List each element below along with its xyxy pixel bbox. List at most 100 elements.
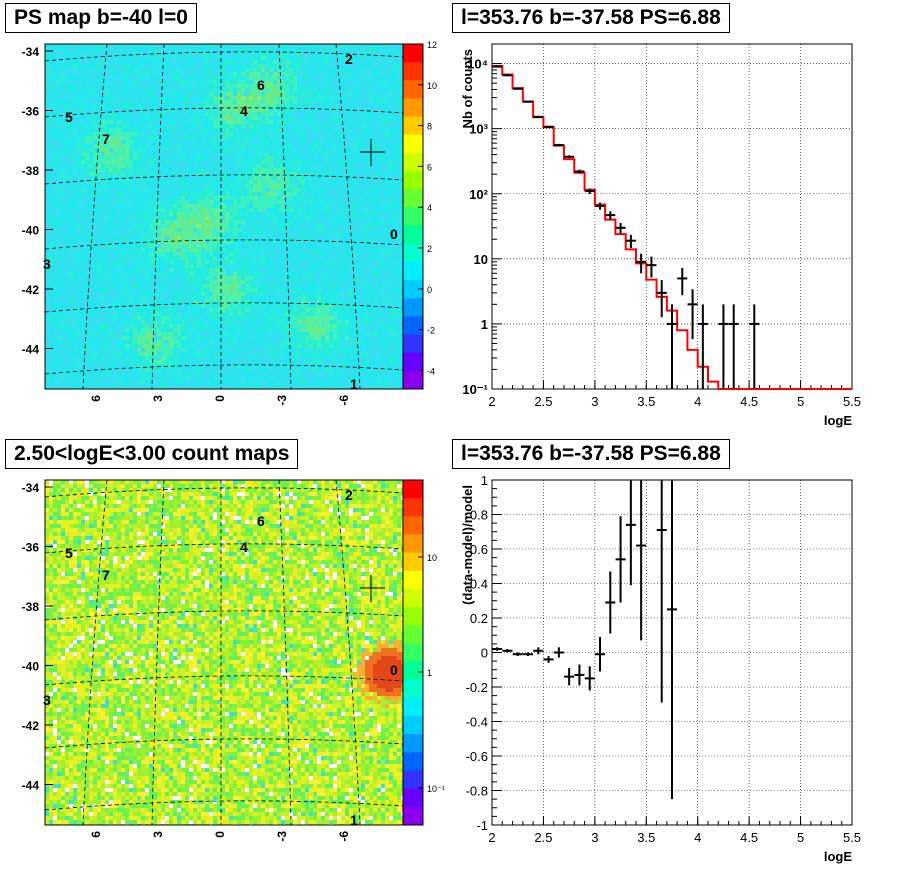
- map-pixel: [393, 116, 397, 120]
- map-pixel: [69, 188, 73, 192]
- map-pixel: [113, 104, 117, 108]
- map-pixel: [249, 88, 253, 92]
- map-pixel: [233, 208, 237, 212]
- map-pixel: [273, 228, 277, 232]
- map-pixel: [389, 88, 393, 92]
- map-pixel: [145, 44, 149, 48]
- map-pixel: [53, 88, 57, 92]
- map-pixel: [85, 84, 89, 88]
- map-pixel: [333, 100, 337, 104]
- map-pixel: [77, 108, 81, 112]
- map-pixel: [253, 180, 257, 184]
- map-pixel: [297, 252, 301, 256]
- map-pixel: [141, 84, 145, 88]
- map-pixel: [201, 224, 205, 228]
- map-pixel: [105, 92, 109, 96]
- map-pixel: [53, 152, 57, 156]
- map-pixel: [49, 236, 53, 240]
- map-pixel: [257, 208, 261, 212]
- map-pixel: [121, 248, 125, 252]
- map-pixel: [129, 204, 133, 208]
- map-pixel: [137, 64, 141, 68]
- map-pixel: [309, 212, 313, 216]
- map-pixel: [301, 224, 305, 228]
- map-pixel: [253, 176, 257, 180]
- map-pixel: [349, 44, 353, 48]
- map-pixel: [185, 136, 189, 140]
- map-pixel: [397, 192, 401, 196]
- map-pixel: [189, 72, 193, 76]
- map-pixel: [73, 120, 77, 124]
- map-pixel: [313, 180, 317, 184]
- map-pixel: [105, 196, 109, 200]
- map-pixel: [337, 244, 341, 248]
- map-pixel: [305, 140, 309, 144]
- map-pixel: [381, 68, 385, 72]
- map-pixel: [49, 176, 53, 180]
- map-pixel: [397, 84, 401, 88]
- map-pixel: [149, 84, 153, 88]
- map-pixel: [197, 252, 201, 256]
- map-pixel: [321, 188, 325, 192]
- map-pixel: [385, 168, 389, 172]
- map-pixel: [153, 76, 157, 80]
- map-pixel: [313, 112, 317, 116]
- map-pixel: [365, 88, 369, 92]
- map-pixel: [53, 204, 57, 208]
- map-pixel: [125, 84, 129, 88]
- map-pixel: [373, 56, 377, 60]
- map-pixel: [109, 148, 113, 152]
- map-pixel: [149, 164, 153, 168]
- map-pixel: [349, 76, 353, 80]
- map-pixel: [249, 104, 253, 108]
- map-pixel: [69, 128, 73, 132]
- map-pixel: [353, 48, 357, 52]
- map-pixel: [137, 144, 141, 148]
- map-pixel: [293, 48, 297, 52]
- map-pixel: [353, 64, 357, 68]
- map-pixel: [305, 232, 309, 236]
- map-pixel: [133, 96, 137, 100]
- map-pixel: [321, 184, 325, 188]
- map-pixel: [345, 80, 349, 84]
- map-pixel: [353, 112, 357, 116]
- map-pixel: [109, 184, 113, 188]
- map-pixel: [133, 244, 137, 248]
- map-pixel: [301, 248, 305, 252]
- map-pixel: [217, 160, 221, 164]
- map-pixel: [157, 112, 161, 116]
- map-pixel: [73, 76, 77, 80]
- map-pixel: [233, 80, 237, 84]
- map-pixel: [77, 256, 81, 260]
- map-pixel: [325, 92, 329, 96]
- map-pixel: [145, 80, 149, 84]
- map-pixel: [121, 132, 125, 136]
- map-pixel: [393, 196, 397, 200]
- map-pixel: [129, 260, 133, 264]
- map-pixel: [381, 220, 385, 224]
- map-pixel: [381, 248, 385, 252]
- map-pixel: [269, 184, 273, 188]
- map-pixel: [277, 124, 281, 128]
- map-pixel: [257, 108, 261, 112]
- map-pixel: [261, 260, 265, 264]
- map-pixel: [213, 100, 217, 104]
- map-pixel: [65, 212, 69, 216]
- map-pixel: [365, 76, 369, 80]
- map-pixel: [105, 160, 109, 164]
- map-pixel: [385, 104, 389, 108]
- map-pixel: [289, 256, 293, 260]
- map-pixel: [189, 168, 193, 172]
- map-pixel: [129, 264, 133, 268]
- map-pixel: [353, 164, 357, 168]
- map-pixel: [161, 152, 165, 156]
- map-pixel: [169, 48, 173, 52]
- map-pixel: [73, 236, 77, 240]
- map-pixel: [265, 188, 269, 192]
- map-pixel: [237, 96, 241, 100]
- map-pixel: [369, 92, 373, 96]
- map-pixel: [177, 48, 181, 52]
- map-pixel: [237, 144, 241, 148]
- map-pixel: [221, 52, 225, 56]
- map-pixel: [141, 224, 145, 228]
